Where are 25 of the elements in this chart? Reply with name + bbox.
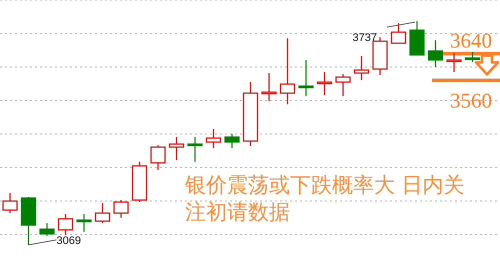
candlestick <box>335 73 351 97</box>
annotation: 3737 <box>352 32 377 44</box>
candlestick <box>446 52 462 73</box>
legend-label: 3560 <box>450 88 492 112</box>
candlestick <box>224 133 240 149</box>
candlestick <box>168 136 184 161</box>
candlestick <box>206 128 222 149</box>
candlestick <box>464 51 480 63</box>
candlestick <box>150 144 166 170</box>
candlestick <box>316 71 332 96</box>
candlestick <box>58 213 74 236</box>
candlestick <box>298 59 314 97</box>
candlestick <box>76 213 92 232</box>
candlestick <box>39 222 55 236</box>
candlestick <box>354 55 370 81</box>
candlestick <box>428 40 444 68</box>
annotation: 银价震荡或下跌概率大 日内关注初请数据 <box>185 172 466 226</box>
candlestick <box>187 136 203 162</box>
annotation: 3069 <box>56 234 81 247</box>
candlestick <box>261 72 277 102</box>
candlestick <box>113 199 129 218</box>
candlestick <box>280 38 296 105</box>
candlestick <box>390 22 406 44</box>
candlestick <box>94 202 110 224</box>
ref-line-label: 3640 <box>450 28 492 53</box>
